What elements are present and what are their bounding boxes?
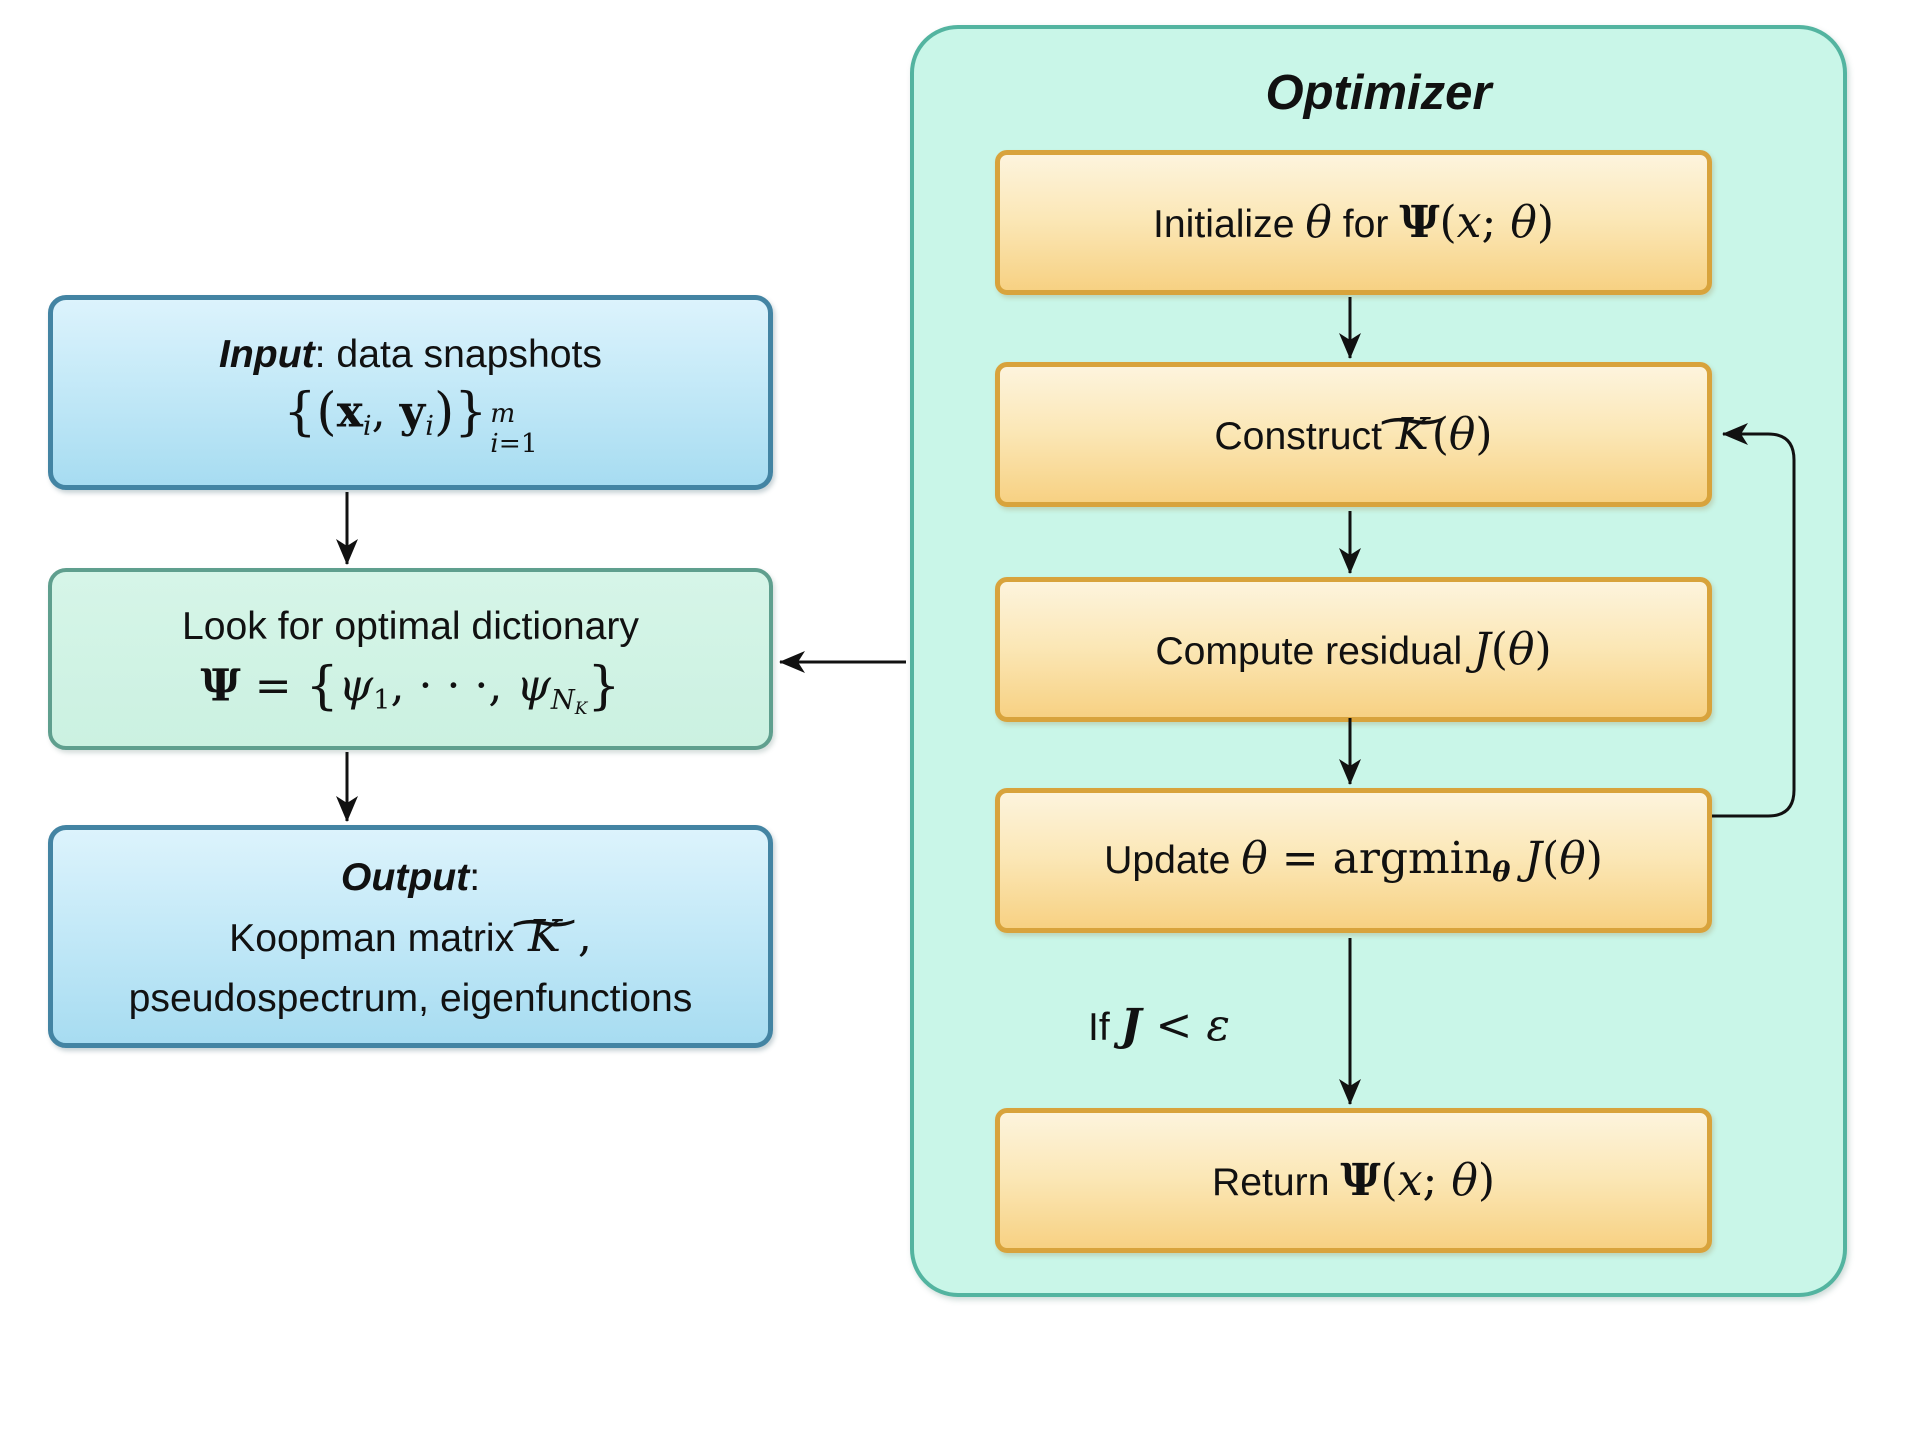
optimizer-step-return: Return Ψ(x; θ) [995, 1108, 1712, 1253]
input-box: Input: data snapshots {(xi, yi)} m i=1 [48, 295, 773, 490]
optimizer-step-construct: Construct ~ K(θ) [995, 362, 1712, 507]
output-box-koopman-line: Koopman matrix ~ K , [229, 897, 592, 962]
input-box-formula: {(xi, yi)} m i=1 [283, 382, 538, 459]
step-construct-label: Construct ~ K(θ) [1214, 395, 1493, 460]
dictionary-box-formula: Ψ = {ψ1, · · ·, ψNK} [200, 656, 621, 718]
dictionary-box: Look for optimal dictionary Ψ = {ψ1, · ·… [48, 568, 773, 750]
optimizer-title: Optimizer [1265, 66, 1492, 120]
optimizer-step-update: Update θ = argminθ J(θ) [995, 788, 1712, 933]
step-return-label: Return Ψ(x; θ) [1211, 1154, 1496, 1206]
step-initialize-label: Initialize θ for Ψ(x; θ) [1153, 196, 1554, 248]
optimizer-step-compute-residual: Compute residual J(θ) [995, 577, 1712, 722]
output-box: Output: Koopman matrix ~ K , pseudospectr… [48, 825, 773, 1048]
output-box-title: Output: [340, 855, 481, 899]
condition-label: If J < ε [1088, 1000, 1230, 1051]
input-box-title: Input: data snapshots [218, 332, 603, 376]
optimizer-step-initialize: Initialize θ for Ψ(x; θ) [995, 150, 1712, 295]
step-update-label: Update θ = argminθ J(θ) [1104, 832, 1603, 888]
output-box-spectrum-line: pseudospectrum, eigenfunctions [128, 977, 693, 1021]
step-residual-label: Compute residual J(θ) [1155, 623, 1552, 675]
dictionary-box-label: Look for optimal dictionary [181, 605, 640, 649]
